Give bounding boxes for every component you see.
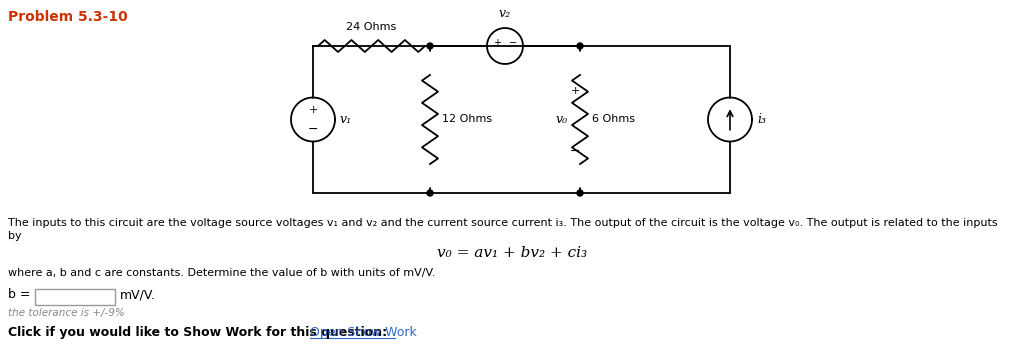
Text: −: −	[569, 145, 581, 158]
Text: The inputs to this circuit are the voltage source voltages v₁ and v₂ and the cur: The inputs to this circuit are the volta…	[8, 218, 997, 228]
Text: 12 Ohms: 12 Ohms	[442, 115, 493, 125]
Text: Open Show Work: Open Show Work	[310, 326, 417, 339]
Circle shape	[427, 43, 433, 49]
Text: +: +	[493, 38, 501, 48]
Circle shape	[427, 190, 433, 196]
Text: mV/V.: mV/V.	[120, 288, 156, 301]
Text: −: −	[509, 38, 517, 48]
Text: 24 Ohms: 24 Ohms	[346, 22, 396, 32]
Text: +: +	[570, 87, 580, 96]
Text: Problem 5.3-10: Problem 5.3-10	[8, 10, 128, 24]
Text: −: −	[308, 123, 318, 136]
Text: +: +	[308, 105, 317, 115]
Text: v₁: v₁	[340, 113, 352, 126]
Text: where a, b and c are constants. Determine the value of b with units of mV/V.: where a, b and c are constants. Determin…	[8, 268, 435, 278]
Text: Click if you would like to Show Work for this question:: Click if you would like to Show Work for…	[8, 326, 387, 339]
Text: v₀: v₀	[556, 113, 568, 126]
Circle shape	[577, 43, 583, 49]
Bar	[35, 289, 115, 305]
Text: b =: b =	[8, 288, 35, 301]
Text: v₀ = av₁ + bv₂ + ci₃: v₀ = av₁ + bv₂ + ci₃	[437, 246, 587, 260]
Circle shape	[577, 190, 583, 196]
Text: the tolerance is +/-9%: the tolerance is +/-9%	[8, 308, 125, 318]
Text: i₃: i₃	[757, 113, 766, 126]
Text: 6 Ohms: 6 Ohms	[592, 115, 635, 125]
Text: by: by	[8, 231, 22, 241]
Text: v₂: v₂	[499, 7, 511, 20]
